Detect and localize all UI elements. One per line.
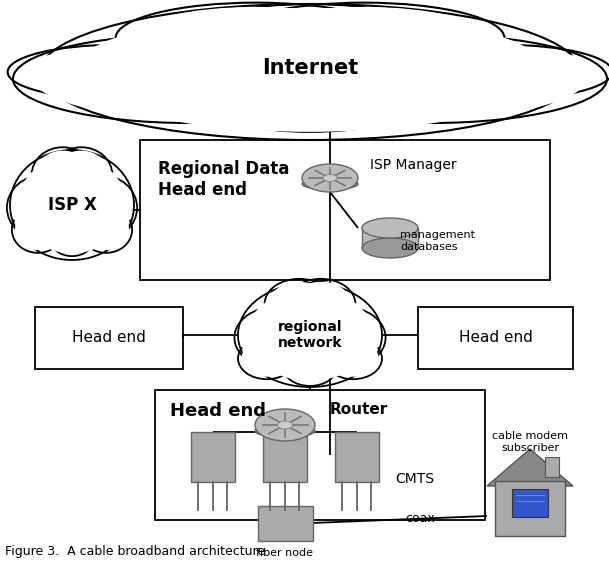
Ellipse shape <box>285 283 335 319</box>
Text: Internet: Internet <box>262 58 358 78</box>
Ellipse shape <box>234 306 321 369</box>
Ellipse shape <box>51 217 93 254</box>
Ellipse shape <box>302 164 358 192</box>
Text: Router: Router <box>330 402 389 417</box>
Ellipse shape <box>278 421 292 429</box>
Ellipse shape <box>12 179 77 237</box>
Ellipse shape <box>247 289 373 381</box>
Text: cable modem
subscriber: cable modem subscriber <box>492 432 568 453</box>
Ellipse shape <box>256 34 607 123</box>
Ellipse shape <box>116 3 396 73</box>
Text: fiber node: fiber node <box>256 548 314 558</box>
Ellipse shape <box>132 7 379 69</box>
Ellipse shape <box>323 175 337 181</box>
Ellipse shape <box>302 179 358 190</box>
Ellipse shape <box>396 45 609 99</box>
Ellipse shape <box>203 8 417 62</box>
Text: management
databases: management databases <box>400 230 475 251</box>
Ellipse shape <box>49 214 96 256</box>
Bar <box>191 432 235 482</box>
Ellipse shape <box>286 349 334 384</box>
Text: regional
network: regional network <box>278 320 342 350</box>
Text: coax: coax <box>405 511 435 524</box>
Ellipse shape <box>21 48 211 96</box>
Ellipse shape <box>288 285 332 317</box>
Ellipse shape <box>15 210 61 250</box>
Bar <box>495 481 565 536</box>
Bar <box>35 307 183 369</box>
Ellipse shape <box>286 279 356 329</box>
Ellipse shape <box>241 340 292 377</box>
Ellipse shape <box>265 279 334 329</box>
Ellipse shape <box>238 283 382 387</box>
Text: Figure 3.  A cable broadband architecture: Figure 3. A cable broadband architecture <box>5 545 265 558</box>
Ellipse shape <box>7 45 224 99</box>
Ellipse shape <box>304 310 381 365</box>
Ellipse shape <box>325 338 382 379</box>
Ellipse shape <box>362 238 418 258</box>
Ellipse shape <box>40 4 580 140</box>
Ellipse shape <box>54 150 108 199</box>
Ellipse shape <box>83 210 129 250</box>
Polygon shape <box>487 449 573 486</box>
Ellipse shape <box>208 80 413 132</box>
Ellipse shape <box>290 282 351 326</box>
Ellipse shape <box>362 218 418 238</box>
Ellipse shape <box>63 175 137 241</box>
Ellipse shape <box>255 409 315 441</box>
Ellipse shape <box>283 346 337 386</box>
Bar <box>258 506 313 541</box>
Ellipse shape <box>220 83 400 129</box>
Bar <box>362 228 418 248</box>
Ellipse shape <box>255 425 315 437</box>
Text: Head end: Head end <box>72 331 146 346</box>
Ellipse shape <box>72 12 547 132</box>
Ellipse shape <box>51 147 112 202</box>
Text: Regional Data
Head end: Regional Data Head end <box>158 160 289 199</box>
Ellipse shape <box>51 154 93 190</box>
Ellipse shape <box>67 179 133 237</box>
Ellipse shape <box>13 34 364 123</box>
Ellipse shape <box>18 157 127 253</box>
Ellipse shape <box>269 282 329 326</box>
Bar <box>263 432 307 482</box>
Text: ISP X: ISP X <box>48 196 96 214</box>
Bar <box>512 489 548 517</box>
Text: CMTS: CMTS <box>395 472 434 486</box>
Bar <box>155 390 485 520</box>
Ellipse shape <box>224 3 504 73</box>
Ellipse shape <box>189 4 432 65</box>
Ellipse shape <box>34 40 343 118</box>
Bar <box>418 307 573 369</box>
Ellipse shape <box>239 310 315 365</box>
Ellipse shape <box>32 147 94 202</box>
Ellipse shape <box>238 338 295 379</box>
Ellipse shape <box>241 7 488 69</box>
Ellipse shape <box>35 150 90 199</box>
Text: ISP Manager: ISP Manager <box>370 158 457 172</box>
Text: Head end: Head end <box>459 331 532 346</box>
Bar <box>140 140 550 280</box>
Text: Head end: Head end <box>170 402 266 420</box>
Ellipse shape <box>7 175 81 241</box>
Ellipse shape <box>328 340 379 377</box>
Ellipse shape <box>80 207 132 253</box>
Ellipse shape <box>12 207 64 253</box>
Ellipse shape <box>10 150 134 260</box>
Bar <box>545 457 559 477</box>
Ellipse shape <box>409 48 599 96</box>
Bar <box>335 432 379 482</box>
Ellipse shape <box>299 306 385 369</box>
Ellipse shape <box>49 151 96 193</box>
Ellipse shape <box>277 40 586 118</box>
